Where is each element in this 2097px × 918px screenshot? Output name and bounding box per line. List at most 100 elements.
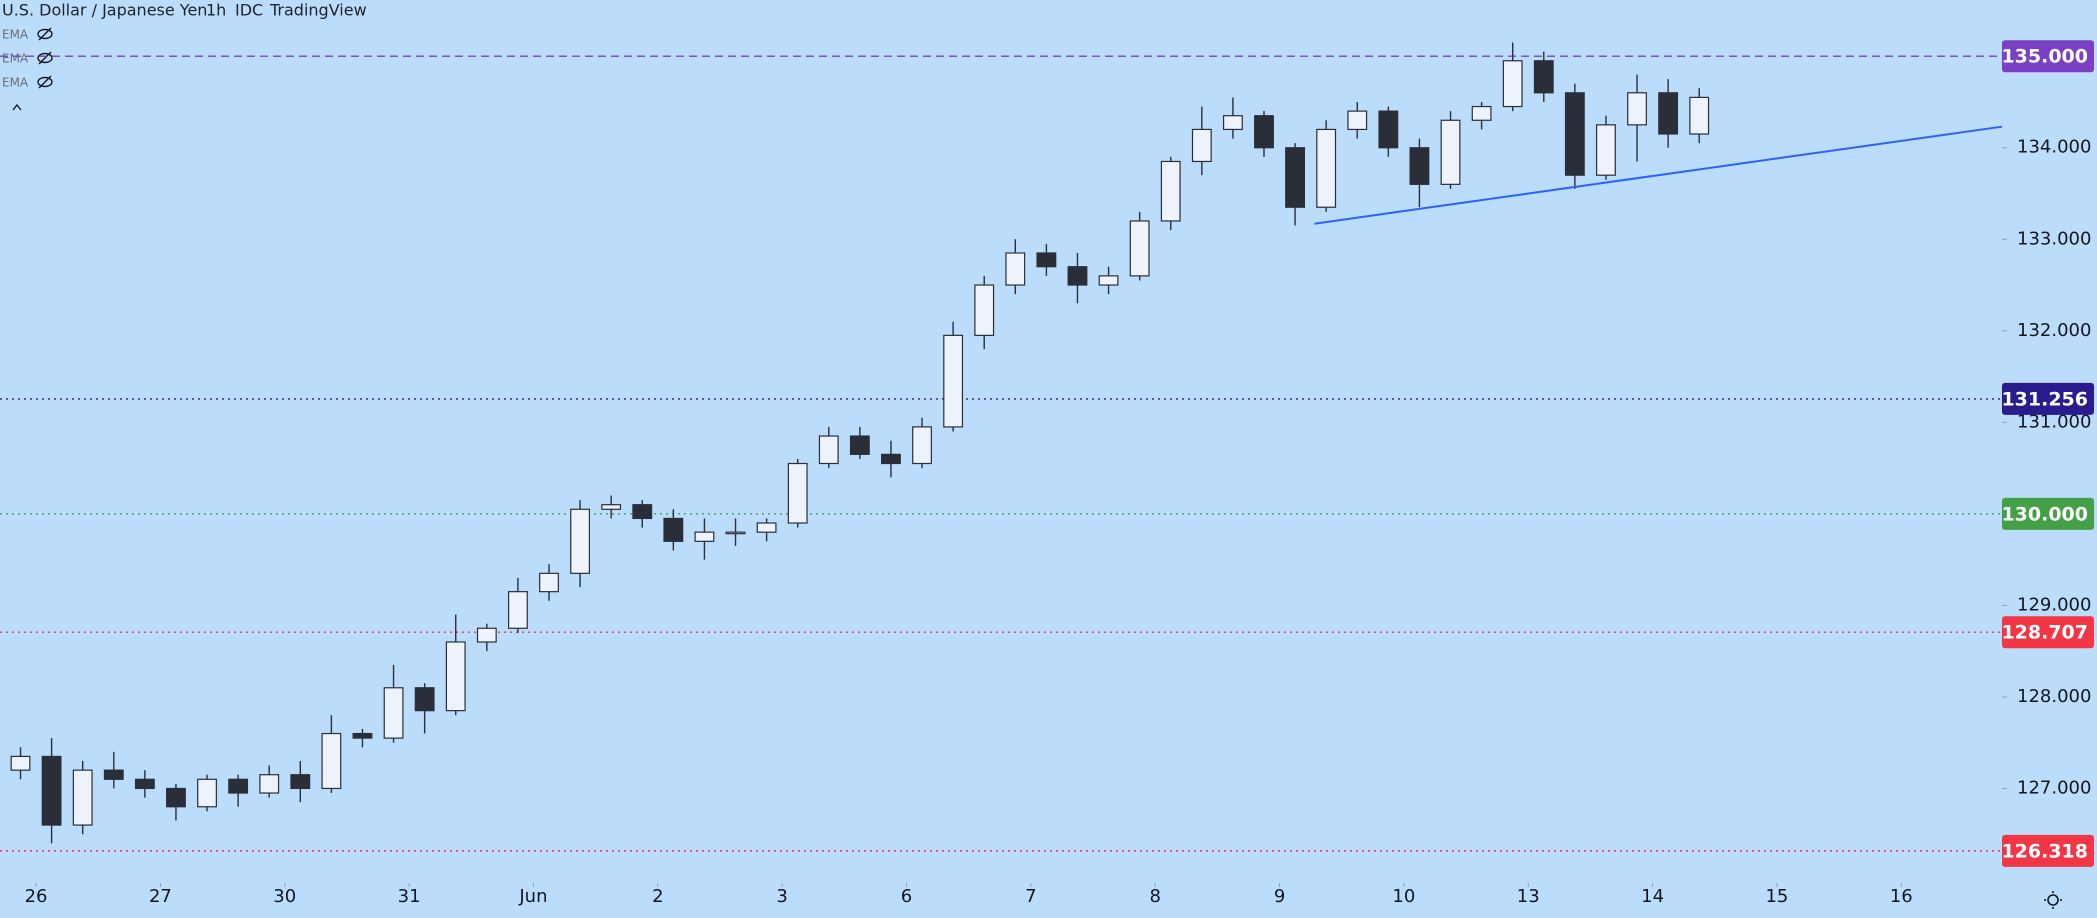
x-tick-label: 13 <box>1517 886 1540 907</box>
candle-body <box>290 774 311 790</box>
candle-body <box>1005 252 1026 286</box>
y-tick-label: 132.000 <box>2017 320 2091 341</box>
price-tag-label: 135.000 <box>2001 46 2088 68</box>
source: IDC <box>235 1 263 20</box>
candle-body <box>756 522 777 533</box>
candle-body <box>1658 92 1679 135</box>
x-tick-label: 2 <box>652 886 663 907</box>
settings-icon[interactable] <box>2044 891 2062 909</box>
y-tick-label: 129.000 <box>2017 594 2091 615</box>
collapse-caret[interactable] <box>12 103 22 111</box>
candle-body <box>1378 110 1399 149</box>
candle-body <box>1160 160 1181 222</box>
candle-body <box>414 687 435 712</box>
x-tick-label: 9 <box>1274 886 1285 907</box>
candle-body <box>943 334 964 428</box>
x-tick-label: 14 <box>1641 886 1664 907</box>
indicator-label[interactable]: EMA <box>2 76 29 90</box>
candle-body <box>1564 92 1585 176</box>
candle-body <box>974 284 995 336</box>
y-tick-label: 134.000 <box>2017 137 2091 158</box>
candle-body <box>1285 147 1306 208</box>
x-tick-label: 31 <box>398 886 421 907</box>
candle-body <box>41 755 62 826</box>
y-tick-label: 128.000 <box>2017 686 2091 707</box>
candle-body <box>1129 220 1150 277</box>
candle-body <box>72 769 93 826</box>
candle-body <box>166 787 186 808</box>
candle-body <box>787 462 808 524</box>
x-tick-label: 3 <box>776 886 787 907</box>
candle-body <box>1347 110 1368 131</box>
x-tick-label: 10 <box>1392 886 1415 907</box>
candle-body <box>570 508 591 574</box>
interval: 1h <box>206 1 226 20</box>
candle-body <box>1596 124 1616 176</box>
x-tick-label: 8 <box>1149 886 1160 907</box>
candle-body <box>1502 60 1523 108</box>
candle-body <box>1254 115 1274 149</box>
x-tick-label: 6 <box>901 886 912 907</box>
x-tick-label: 16 <box>1890 886 1913 907</box>
price-tag-label: 131.256 <box>2001 388 2088 410</box>
price-tag <box>2002 616 2094 649</box>
candle-body <box>197 778 217 808</box>
x-tick-label: 7 <box>1025 886 1036 907</box>
price-tag <box>2002 497 2094 530</box>
candle-body <box>849 435 870 455</box>
y-tick-label: 133.000 <box>2017 228 2091 249</box>
x-tick-label: 27 <box>149 886 172 907</box>
candle-body <box>507 591 528 629</box>
symbol-title: U.S. Dollar / Japanese Yen <box>2 1 207 20</box>
candle-body <box>352 732 373 739</box>
candle-body <box>476 627 497 643</box>
y-tick-label: 127.000 <box>2017 777 2091 798</box>
candle-body <box>818 435 839 465</box>
price-tag-label: 126.318 <box>2001 840 2088 862</box>
candle-body <box>134 778 155 790</box>
candle-body <box>1036 252 1057 268</box>
candle-body <box>539 572 559 593</box>
candle-body <box>1222 115 1243 131</box>
candle-body <box>10 755 31 771</box>
candle-body <box>1627 92 1647 126</box>
candle-body <box>383 687 404 739</box>
x-tick-label: 26 <box>25 886 48 907</box>
price-tag-label: 128.707 <box>2001 622 2088 644</box>
price-tag <box>2002 382 2094 415</box>
candle-body <box>912 426 932 465</box>
candle-body <box>1689 96 1710 135</box>
x-tick-label: Jun <box>518 886 547 907</box>
candle-body <box>1471 105 1492 121</box>
candle-body <box>228 778 249 794</box>
y-tick-label: 131.000 <box>2017 411 2091 432</box>
candle-body <box>601 504 622 510</box>
candle-body <box>1316 128 1337 208</box>
candle-body <box>632 504 653 520</box>
candle-body <box>1409 147 1430 185</box>
x-tick-label: 30 <box>273 886 296 907</box>
candle-body <box>1067 266 1088 286</box>
brand: TradingView <box>269 1 367 20</box>
indicator-label[interactable]: EMA <box>2 28 29 42</box>
candle-body <box>881 453 901 465</box>
eye-icons[interactable] <box>37 27 53 89</box>
candle-body <box>259 774 280 794</box>
trendline <box>1314 125 2003 225</box>
price-tag <box>2002 40 2094 73</box>
candle-body <box>725 531 746 535</box>
price-tag <box>2002 834 2094 867</box>
candle-body <box>1098 275 1119 286</box>
price-tag-label: 130.000 <box>2001 503 2088 525</box>
candle-body <box>1191 128 1212 163</box>
indicator-label[interactable]: EMA <box>2 52 29 66</box>
legend: U.S. Dollar / Japanese Yen 1h IDC Tradin… <box>2 1 367 111</box>
candle-body <box>694 531 715 542</box>
candle-body <box>103 769 124 780</box>
candle-body <box>663 517 684 542</box>
plot-area <box>0 42 2003 852</box>
candle-body <box>445 641 466 712</box>
candle-body <box>1440 119 1461 185</box>
